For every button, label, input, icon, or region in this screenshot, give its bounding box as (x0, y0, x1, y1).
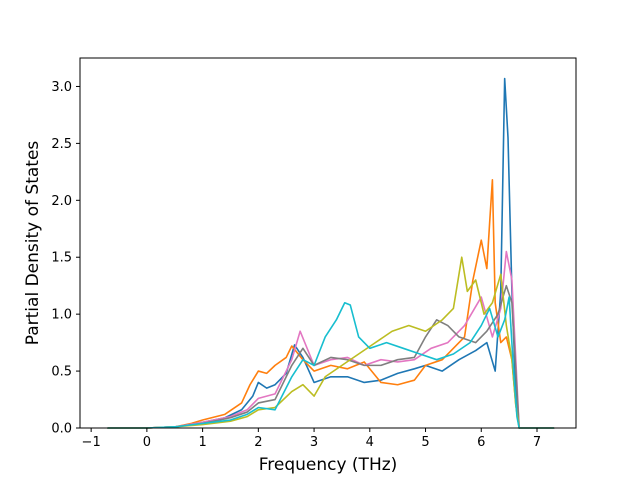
series-layer (107, 77, 555, 429)
y-tick-label: 1.0 (51, 308, 72, 323)
y-tick-label: 1.5 (51, 251, 72, 266)
x-axis-ticks: −1 0 1 2 3 4 5 6 7 (82, 428, 541, 450)
x-tick-label: 2 (254, 435, 262, 450)
x-tick-label: 4 (366, 435, 374, 450)
series-line-6 (107, 296, 555, 429)
x-axis-title: Frequency (THz) (259, 455, 398, 475)
series-line-2 (107, 179, 555, 429)
x-tick-label: 3 (310, 435, 318, 450)
series-line-5 (107, 256, 555, 429)
series-line-1 (107, 77, 555, 429)
plot-frame (79, 57, 577, 429)
y-tick-label: 2.0 (51, 194, 72, 209)
y-tick-label: 0.5 (51, 365, 72, 380)
x-tick-label: −1 (82, 435, 101, 450)
x-tick-label: 6 (477, 435, 485, 450)
x-tick-label: 0 (143, 435, 151, 450)
x-tick-label: 5 (421, 435, 429, 450)
series-line-4 (107, 284, 555, 429)
x-tick-label: 7 (533, 435, 541, 450)
series-line-3 (107, 250, 555, 429)
y-tick-label: 0.0 (51, 422, 72, 437)
y-axis-ticks: 0.0 0.5 1.0 1.5 2.0 2.5 3.0 (51, 80, 80, 437)
y-tick-label: 2.5 (51, 137, 72, 152)
y-tick-label: 3.0 (51, 80, 72, 95)
y-axis-title: Partial Density of States (23, 141, 43, 346)
x-tick-label: 1 (198, 435, 206, 450)
